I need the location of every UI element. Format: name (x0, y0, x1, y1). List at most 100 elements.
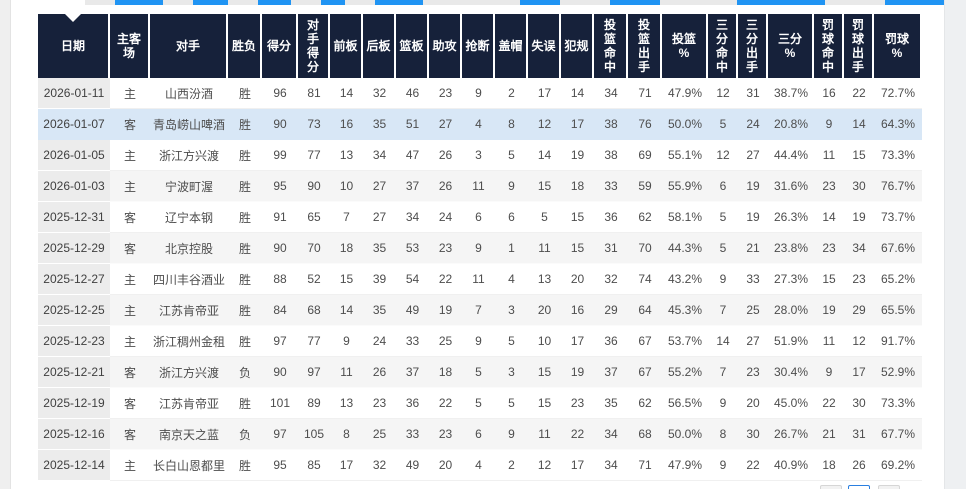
pagination-page-button[interactable] (820, 485, 842, 489)
column-header-tpm[interactable]: 三 分 命 中 (708, 14, 738, 78)
cell-ft_pct: 73.7% (874, 202, 922, 233)
cell-blk: 1 (495, 233, 528, 264)
cell-fgm: 31 (594, 233, 628, 264)
cell-fta: 31 (844, 419, 874, 450)
cell-pf: 15 (561, 233, 594, 264)
table-row[interactable]: 2025-12-29 客北京控股胜 90 70 18 35 53 23 9 1 11 15 31 70 44… (38, 233, 922, 264)
cell-ft_pct: 76.7% (874, 171, 922, 202)
column-header-result[interactable]: 胜负 (228, 14, 262, 78)
column-header-fta[interactable]: 罚 球 出 手 (844, 14, 874, 78)
column-header-blk[interactable]: 盖帽 (495, 14, 528, 78)
cell-fgm: 33 (594, 171, 628, 202)
table-body: 2026-01-11 主山西汾酒胜 96 81 14 32 46 23 9 2 17 14 34 71 47… (38, 78, 922, 481)
top-tab[interactable] (375, 0, 423, 5)
cell-date: 2025-12-25 (38, 295, 110, 326)
cell-tpm: 9 (708, 264, 738, 295)
cell-ftm: 21 (814, 419, 844, 450)
cell-tpm: 6 (708, 171, 738, 202)
cell-tpa: 27 (738, 140, 768, 171)
cell-date: 2026-01-07 (38, 109, 110, 140)
column-header-ft_pct[interactable]: 罚球 % (874, 14, 922, 78)
column-header-pf[interactable]: 犯规 (561, 14, 594, 78)
cell-tpm: 14 (708, 326, 738, 357)
table-row[interactable]: 2026-01-05 主浙江方兴渡胜 99 77 13 34 47 26 3 5 14 19 38 69 5… (38, 140, 922, 171)
top-tab[interactable] (520, 0, 560, 5)
cell-opponent: 四川丰谷酒业 (150, 264, 228, 295)
cell-ftm: 9 (814, 109, 844, 140)
column-header-ast[interactable]: 助攻 (429, 14, 462, 78)
top-tab[interactable] (258, 0, 291, 5)
top-tab[interactable] (737, 0, 825, 5)
table-row[interactable]: 2025-12-16 客南京天之蓝负 97 105 8 25 33 23 6 9 11 22 34 68 5… (38, 419, 922, 450)
cell-tov: 14 (528, 140, 561, 171)
table-row[interactable]: 2025-12-14 主长白山恩都里胜 95 85 17 32 49 20 4 2 12 17 34 71… (38, 450, 922, 481)
column-header-date[interactable]: 日期 (38, 14, 110, 78)
table-row[interactable]: 2026-01-11 主山西汾酒胜 96 81 14 32 46 23 9 2 17 14 34 71 47… (38, 78, 922, 109)
cell-ftm: 23 (814, 233, 844, 264)
table-row[interactable]: 2025-12-27 主四川丰谷酒业胜 88 52 15 39 54 22 11 4 13 20 32 7… (38, 264, 922, 295)
column-header-fga[interactable]: 投 篮 出 手 (628, 14, 662, 78)
cell-result: 胜 (228, 295, 262, 326)
cell-ftm: 15 (814, 264, 844, 295)
cell-points: 95 (262, 450, 298, 481)
cell-tp_pct: 23.8% (768, 233, 814, 264)
column-header-stl[interactable]: 抢断 (462, 14, 495, 78)
top-tab[interactable] (193, 0, 228, 5)
pagination-page-button[interactable] (878, 485, 900, 489)
cell-pf: 23 (561, 388, 594, 419)
cell-fta: 29 (844, 295, 874, 326)
cell-ft_pct: 65.2% (874, 264, 922, 295)
top-tab[interactable] (321, 0, 345, 5)
column-header-reb[interactable]: 篮板 (396, 14, 429, 78)
column-header-opponent[interactable]: 对手 (150, 14, 228, 78)
cell-blk: 5 (495, 140, 528, 171)
table-row[interactable]: 2026-01-07 客青岛崂山啤酒胜 90 73 16 35 51 27 4 8 12 17 38 76… (38, 109, 922, 140)
cell-reb: 33 (396, 326, 429, 357)
cell-reb: 54 (396, 264, 429, 295)
cell-blk: 8 (495, 109, 528, 140)
table-row[interactable]: 2025-12-25 主江苏肯帝亚胜 84 68 14 35 49 19 7 3 20 16 29 64 4… (38, 295, 922, 326)
column-header-ftm[interactable]: 罚 球 命 中 (814, 14, 844, 78)
column-header-fgm[interactable]: 投 篮 命 中 (594, 14, 628, 78)
cell-points: 97 (262, 419, 298, 450)
cell-tp_pct: 40.9% (768, 450, 814, 481)
column-header-tpa[interactable]: 三 分 出 手 (738, 14, 768, 78)
table-row[interactable]: 2026-01-03 主宁波町渥胜 95 90 10 27 37 26 11 9 15 18 33 59 5… (38, 171, 922, 202)
table-row[interactable]: 2025-12-31 客辽宁本钢胜 91 65 7 27 34 24 6 6 5 15 36 62 58.1… (38, 202, 922, 233)
cell-ast: 24 (429, 202, 462, 233)
column-header-venue[interactable]: 主客 场 (110, 14, 150, 78)
cell-venue: 客 (110, 388, 150, 419)
cell-venue: 主 (110, 78, 150, 109)
cell-fg_pct: 43.2% (662, 264, 708, 295)
top-tab[interactable] (115, 0, 163, 5)
cell-fg_pct: 47.9% (662, 78, 708, 109)
column-header-orb[interactable]: 前板 (330, 14, 363, 78)
cell-drb: 32 (363, 450, 396, 481)
column-header-drb[interactable]: 后板 (363, 14, 396, 78)
column-header-tp_pct[interactable]: 三分 % (768, 14, 814, 78)
top-tab[interactable] (885, 0, 944, 5)
cell-date: 2026-01-05 (38, 140, 110, 171)
column-header-points[interactable]: 得分 (262, 14, 298, 78)
top-tab[interactable] (610, 0, 660, 5)
table-row[interactable]: 2025-12-21 客浙江方兴渡负 90 97 11 26 37 18 5 3 15 19 37 67 5… (38, 357, 922, 388)
column-header-opp_points[interactable]: 对 手 得 分 (298, 14, 330, 78)
cell-date: 2025-12-29 (38, 233, 110, 264)
table-row[interactable]: 2025-12-23 主浙江稠州金租胜 97 77 9 24 33 25 9 5 10 17 36 67 5… (38, 326, 922, 357)
column-header-tov[interactable]: 失误 (528, 14, 561, 78)
cell-orb: 16 (330, 109, 363, 140)
cell-result: 胜 (228, 233, 262, 264)
cell-fg_pct: 53.7% (662, 326, 708, 357)
scrollbar-track[interactable] (944, 0, 966, 489)
cell-ast: 26 (429, 171, 462, 202)
cell-orb: 13 (330, 388, 363, 419)
cell-ftm: 11 (814, 326, 844, 357)
cell-tov: 11 (528, 233, 561, 264)
column-header-fg_pct[interactable]: 投篮 % (662, 14, 708, 78)
cell-points: 99 (262, 140, 298, 171)
pagination-page-button-active[interactable] (848, 485, 870, 489)
cell-opponent: 南京天之蓝 (150, 419, 228, 450)
cell-ft_pct: 64.3% (874, 109, 922, 140)
cell-stl: 9 (462, 326, 495, 357)
table-row[interactable]: 2025-12-19 客江苏肯帝亚胜 101 89 13 23 36 22 5 5 15 23 35 62… (38, 388, 922, 419)
